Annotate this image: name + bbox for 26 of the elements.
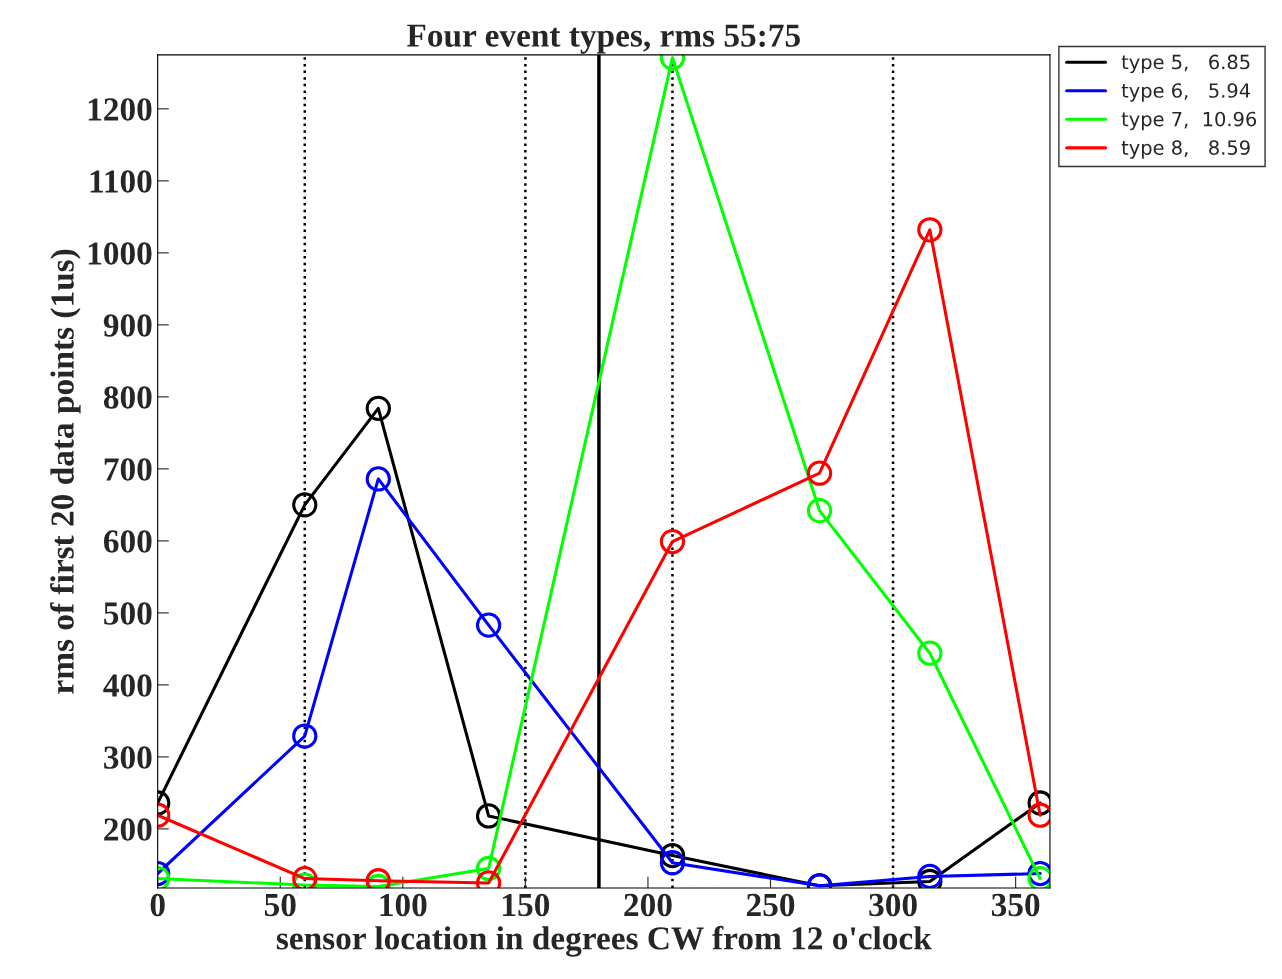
y-tick-label: 300 <box>104 746 152 769</box>
y-tick-label: 900 <box>103 314 152 337</box>
y-tick-label: 1200 <box>88 98 152 121</box>
y-tick-label: 400 <box>103 674 152 697</box>
legend-label: type 6, 5.94 <box>1121 83 1251 102</box>
x-tick-label: 200 <box>624 893 672 917</box>
chart-title: Four event types, rms 55:75 <box>407 24 800 54</box>
x-axis-title: sensor location in degrees CW from 12 o'clock <box>276 925 932 957</box>
y-tick-label: 200 <box>104 818 152 841</box>
y-tick-label: 1000 <box>88 242 152 265</box>
x-tick-label: 250 <box>746 893 795 917</box>
y-tick-label: 600 <box>103 530 152 553</box>
y-tick-label: 1100 <box>90 170 152 193</box>
y-tick-label: 800 <box>103 386 152 409</box>
x-tick-label: 0 <box>150 893 165 917</box>
y-tick-label: 500 <box>104 602 152 625</box>
legend-label: type 7, 10.96 <box>1121 111 1257 131</box>
legend-label: type 5, 6.85 <box>1121 54 1250 74</box>
legend-label: type 8, 8.59 <box>1121 140 1250 159</box>
y-tick-label: 700 <box>104 458 152 481</box>
y-axis-title: rms of first 20 data points (1us) <box>50 249 81 694</box>
x-tick-label: 300 <box>869 893 917 917</box>
x-tick-label: 150 <box>503 893 550 917</box>
x-tick-label: 350 <box>991 893 1040 917</box>
x-tick-label: 100 <box>380 893 427 917</box>
x-tick-label: 50 <box>264 893 296 917</box>
